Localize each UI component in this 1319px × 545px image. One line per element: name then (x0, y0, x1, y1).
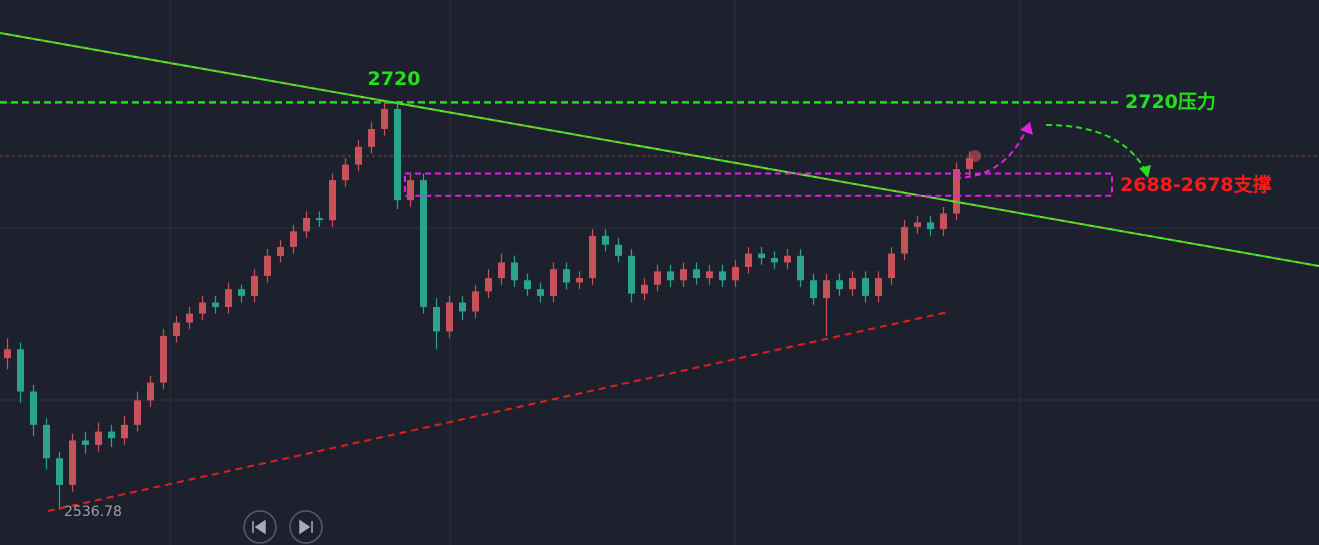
support-label: 2688-2678支撑 (1120, 173, 1272, 196)
candle-body (368, 129, 375, 147)
candle-body (667, 271, 674, 281)
support-trend-line (47, 311, 949, 512)
candle-body (420, 180, 427, 307)
candle-body (147, 382, 154, 401)
candles (4, 102, 973, 510)
candle-body (433, 306, 440, 332)
candle-body (212, 302, 219, 307)
candle-body (121, 424, 128, 439)
candle-body (914, 222, 921, 227)
candle-body (849, 278, 856, 290)
candle-body (563, 269, 570, 283)
candle-body (680, 269, 687, 281)
candle-body (69, 440, 76, 485)
candle-body (160, 335, 167, 383)
candle-body (524, 280, 531, 290)
arrow-head (1020, 122, 1033, 135)
candle-body (82, 440, 89, 445)
candle-body (485, 278, 492, 292)
arrow-head (1139, 165, 1151, 178)
candle-body (706, 271, 713, 279)
candle-body (290, 231, 297, 247)
resistance-label: 2720压力 (1125, 90, 1216, 113)
candle-body (446, 302, 453, 332)
candle-body (511, 262, 518, 281)
candle-body (108, 431, 115, 439)
candle-body (303, 218, 310, 232)
candle-body (589, 235, 596, 279)
price-dot (969, 150, 981, 162)
candle-body (732, 266, 739, 281)
candle-body (888, 253, 895, 279)
candle-body (472, 291, 479, 312)
candle-body (30, 391, 37, 425)
low-label: 2536.78 (64, 504, 122, 520)
arrow (954, 125, 1029, 179)
candle-body (238, 289, 245, 296)
candle-body (628, 255, 635, 294)
candle-body (498, 262, 505, 279)
candle-body (173, 322, 180, 336)
candle-body (251, 275, 258, 296)
peak-label: 2720 (368, 68, 421, 90)
prev-icon (252, 519, 266, 535)
candle-body (875, 278, 882, 296)
candle-body (4, 349, 11, 359)
playback-controls (243, 510, 323, 544)
candle-body (43, 424, 50, 459)
candle-body (17, 349, 24, 392)
candle-body (576, 278, 583, 283)
candle-body (199, 302, 206, 314)
support-zone (404, 172, 1113, 197)
candle-body (901, 226, 908, 254)
candle-body (810, 280, 817, 299)
candle-body (693, 269, 700, 279)
candle-body (654, 271, 661, 285)
candle-body (264, 255, 271, 276)
candle-body (615, 244, 622, 256)
candle-body (719, 271, 726, 281)
candle-body (316, 218, 323, 221)
candle-body (836, 280, 843, 290)
candle-body (537, 289, 544, 296)
candle-body (134, 400, 141, 425)
candle-body (940, 213, 947, 230)
candle-body (953, 169, 960, 214)
candle-body (95, 431, 102, 445)
trend-line (0, 32, 1319, 267)
candle-body (862, 278, 869, 296)
candle-body (784, 255, 791, 263)
next-icon (299, 519, 313, 535)
candle-body (797, 255, 804, 281)
candle-body (342, 164, 349, 181)
candle-body (966, 157, 973, 170)
candle-body (355, 146, 362, 165)
arrow (1045, 124, 1146, 171)
candle-body (823, 280, 830, 299)
candle-body (927, 222, 934, 230)
candle-body (329, 180, 336, 221)
candle-body (277, 246, 284, 256)
candle-body (381, 109, 388, 130)
candle-body (602, 235, 609, 245)
candle-body (550, 269, 557, 296)
candle-body (394, 109, 401, 201)
candle-body (745, 253, 752, 267)
candle-body (56, 458, 63, 485)
candle-body (459, 302, 466, 312)
candle-body (641, 284, 648, 294)
candle-body (186, 313, 193, 323)
candle-body (758, 253, 765, 259)
candle-body (771, 258, 778, 263)
candle-body (225, 289, 232, 307)
candle-body (407, 180, 414, 201)
